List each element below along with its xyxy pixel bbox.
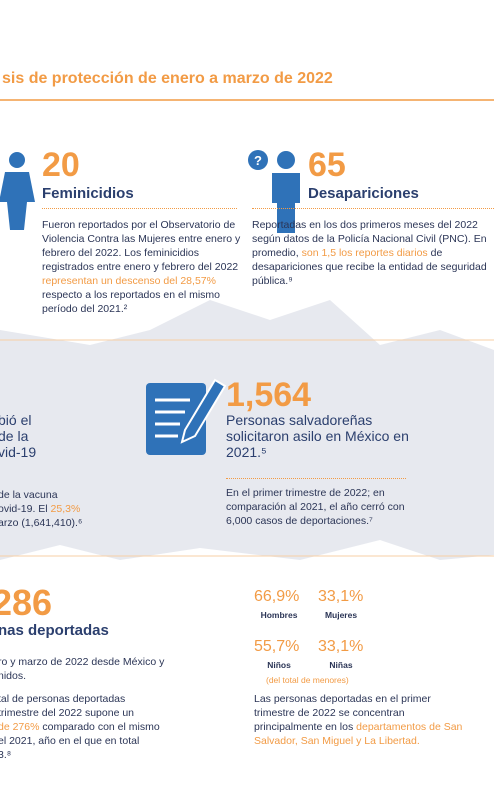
paragraph: En el primer trimestre de 2022; en compa… [226,487,405,527]
paragraph: tal de personas deportadas trimestre del … [0,692,160,762]
heading: Personas salvadoreñas solicitaron asilo … [226,412,409,460]
text: 25,3% [50,503,81,515]
text: nidos. [0,670,27,682]
number: 286 [0,582,53,623]
text: Reportadas en los dos primeros meses del… [252,219,487,259]
text: ovid-19. El [0,503,51,515]
paragraph: Reportadas en los dos primeros meses del… [252,218,494,288]
text: departamentos de San Salvador, San Migue… [254,721,463,747]
paragraph: ro y marzo de 2022 desde México y nidos. [0,655,164,683]
stat: 55,7% [254,638,300,655]
text: de desapariciones que recibe la entidad … [252,247,487,287]
stat: 66,9% [254,588,300,605]
text: el 2021, año en el que en total [0,735,140,747]
text: ro y marzo de 2022 desde México y [0,656,165,668]
svg-text:?: ? [254,153,262,168]
stat-label: Niños [267,660,291,670]
paragraph: Las personas deportadas en el primer tri… [254,692,464,748]
title: sis de protección de enero a marzo de 20… [2,70,333,87]
text: de 276% [0,721,40,733]
stat-label: Mujeres [324,610,358,620]
label: Feminicidios [42,185,134,202]
heading: bió el de la vid-19 [0,412,36,460]
stat: 33,1% [318,638,364,655]
text: son 1,5 los reportes diarios [301,247,428,259]
label: Desapariciones [308,185,419,202]
text: representan un descenso del 28,57% [42,275,216,287]
text: tal de personas deportadas [0,693,126,705]
text: respecto a los reportados en el mismo pe… [42,289,221,315]
text: de la vacuna [0,489,58,501]
paragraph: de la vacuna ovid-19. El 25,3% arzo (1,641… [0,488,82,530]
stat-label: Niñas [329,660,353,670]
paragraph: Fueron reportados por el Observatorio de… [42,218,242,316]
stat: 33,1% [318,588,364,605]
number: 65 [308,146,346,184]
text: arzo (1,641,410).⁶ [0,517,83,529]
number: 1,564 [226,376,312,414]
text: trimestre del 2022 supone un [0,707,135,719]
text: Las personas deportadas en el primer tri… [254,693,431,733]
text: de la [0,428,29,444]
number: 20 [42,146,80,184]
text: Fueron reportados por el Observatorio de… [42,219,241,273]
note: (del total de menores) [266,675,349,685]
text: vid-19 [0,444,37,460]
text: 3.⁸ [0,749,12,761]
text: bió el [0,412,32,428]
stat-label: Hombres [260,610,298,620]
text: comparado con el mismo [39,721,160,733]
label: nas deportadas [0,622,109,639]
